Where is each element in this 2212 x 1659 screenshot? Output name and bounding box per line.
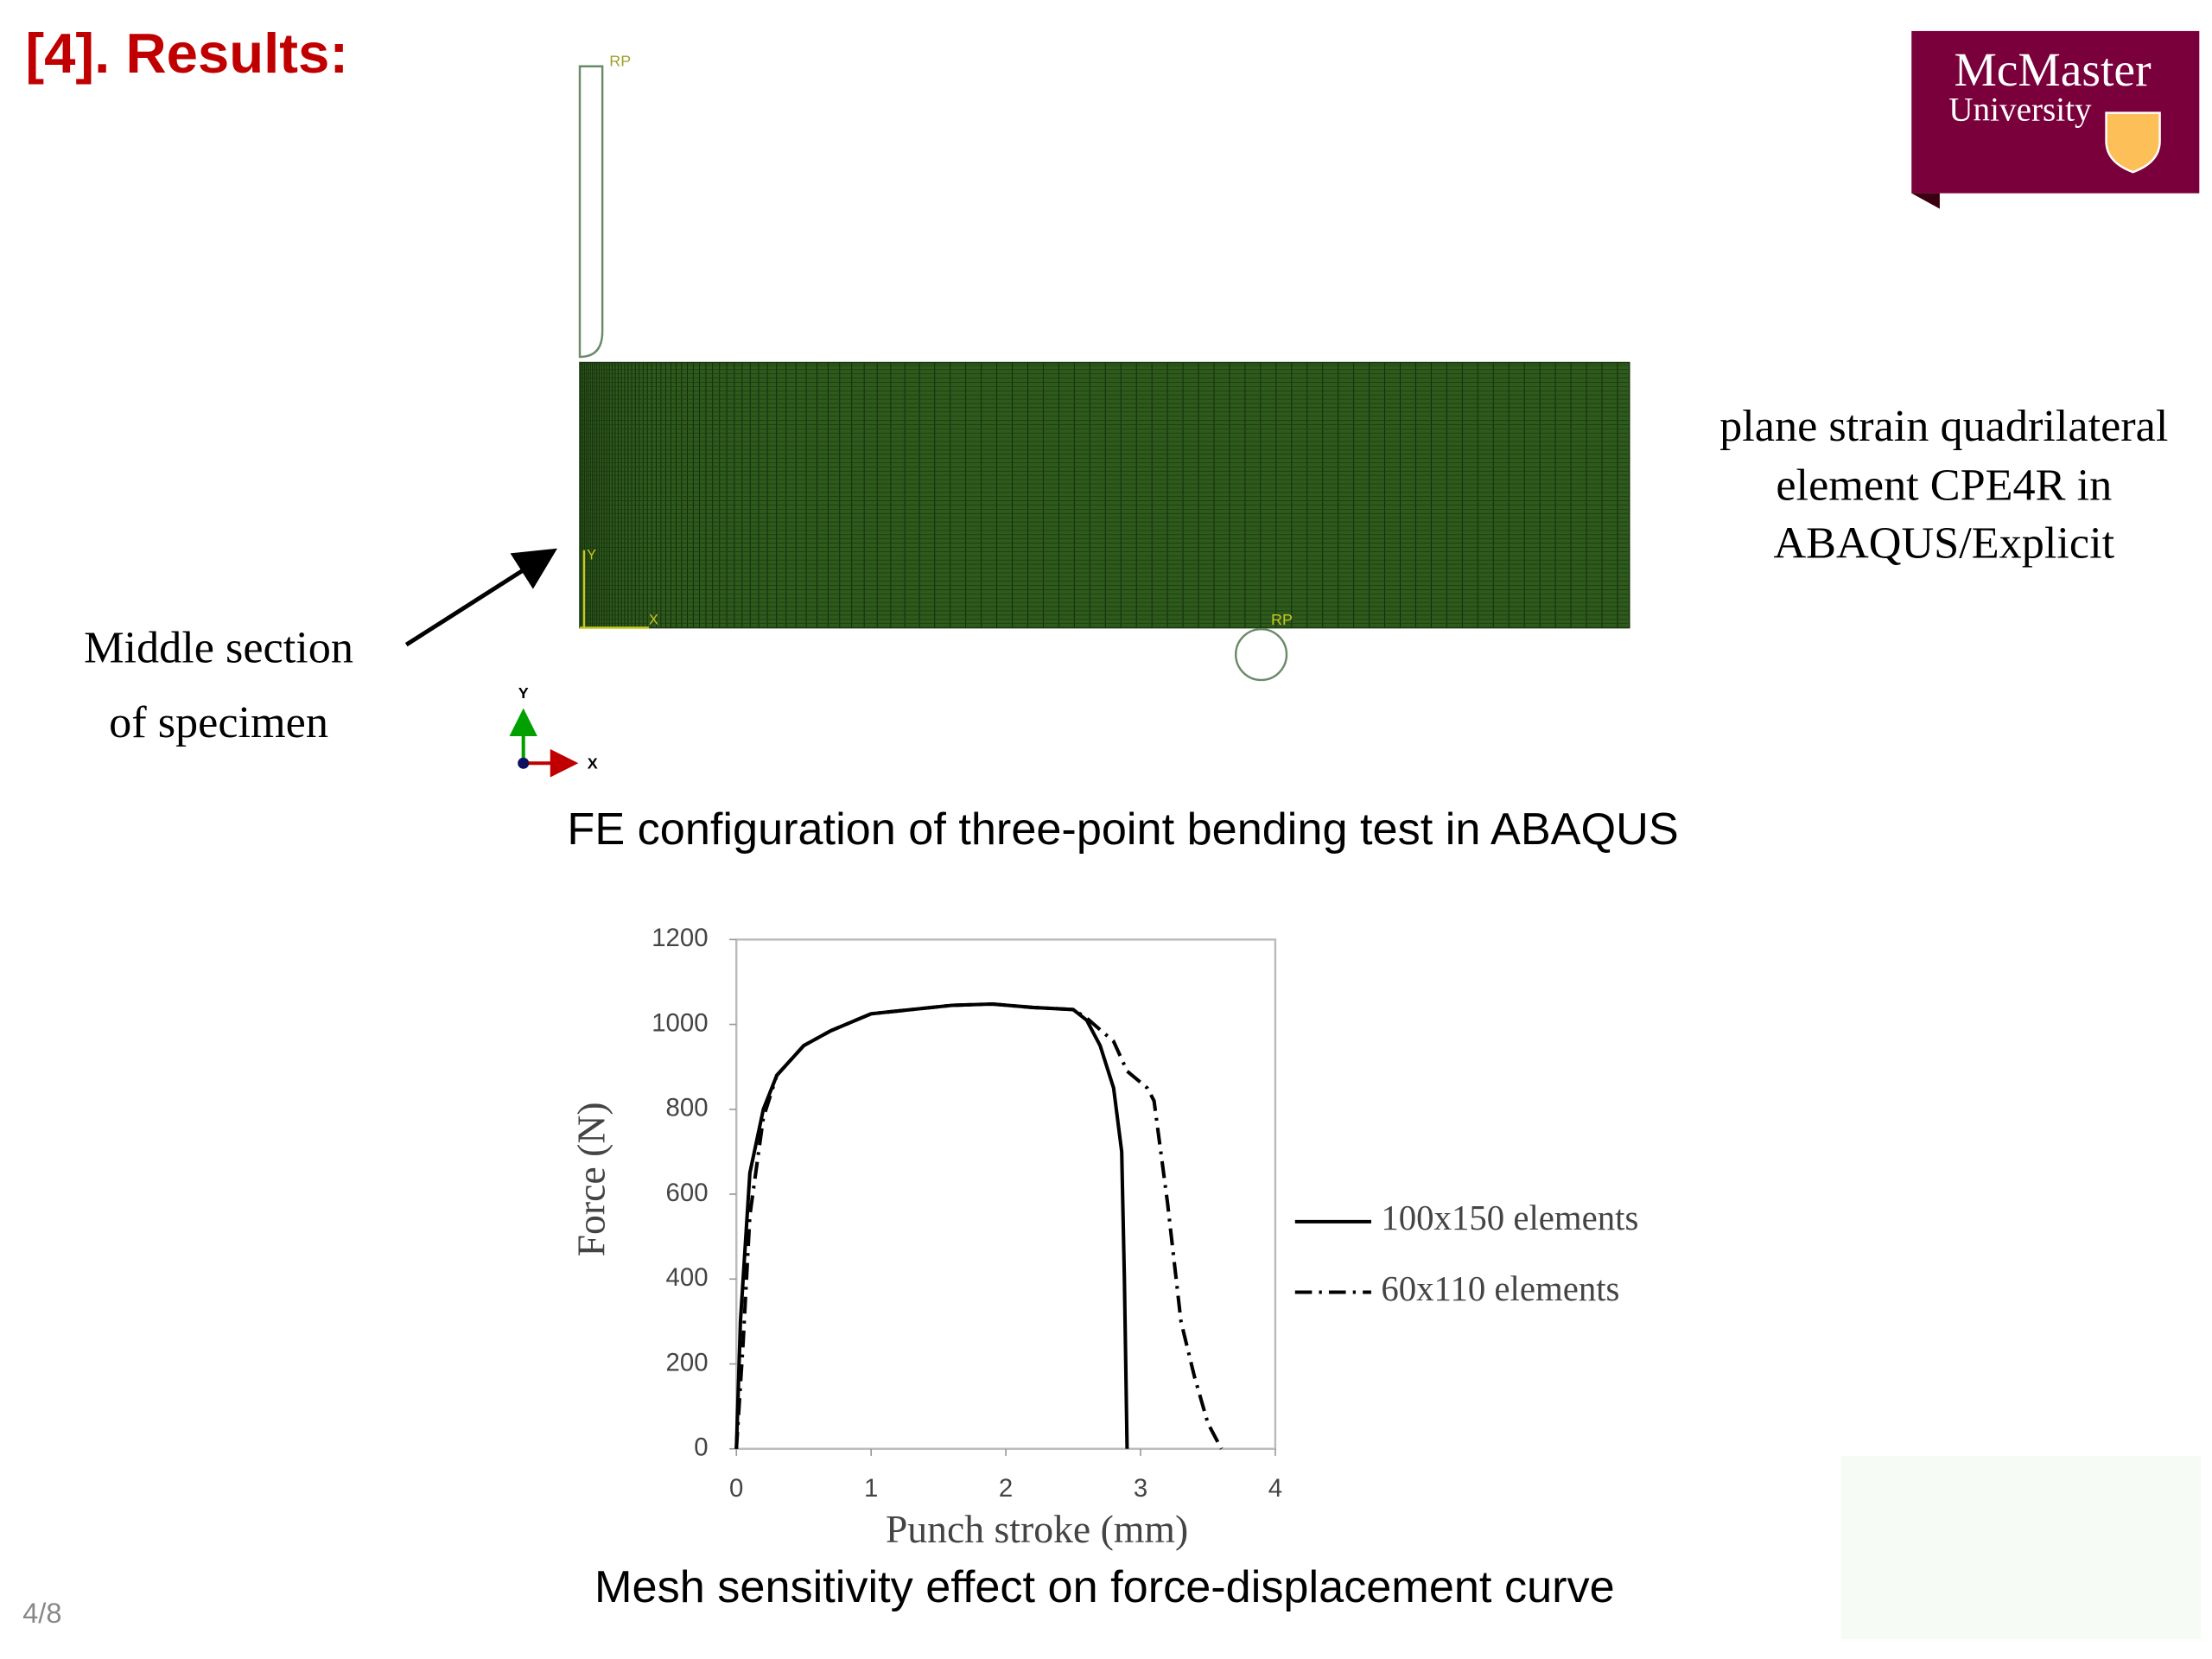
x-tick-label: 4 — [1268, 1474, 1282, 1503]
y-tick-label: 600 — [666, 1179, 709, 1207]
pointer-text: of specimen — [109, 697, 328, 747]
series-line — [734, 1001, 1224, 1450]
logo-text: McMaster — [1954, 44, 2151, 97]
support — [1234, 627, 1288, 682]
y-tick-label: 0 — [694, 1433, 708, 1462]
triad-origin — [518, 757, 530, 769]
mesh-axis-label: Y — [587, 548, 596, 563]
pointer-text: Middle section — [84, 622, 353, 672]
fe-figure: RP Y X RP Middle section of specimen pla… — [84, 53, 2168, 855]
logo-fold — [1911, 193, 1940, 209]
triad-label: Y — [518, 684, 529, 702]
x-axis-label: Punch stroke (mm) — [886, 1507, 1188, 1551]
element-text: ABAQUS/Explicit — [1773, 518, 2114, 568]
x-tick-label: 1 — [864, 1474, 878, 1503]
rp-label: RP — [1271, 611, 1293, 628]
mesh — [579, 361, 1630, 629]
y-tick-label: 1200 — [652, 924, 708, 952]
figure-caption: FE configuration of three-point bending … — [567, 804, 1678, 855]
university-logo: McMaster University — [1911, 30, 2200, 209]
element-text: plane strain quadrilateral — [1719, 401, 2168, 451]
series-line — [734, 1001, 1129, 1449]
mesh-lines — [580, 362, 1630, 628]
x-tick-label: 2 — [999, 1474, 1013, 1503]
punch — [578, 65, 604, 359]
x-tick-label: 0 — [729, 1474, 743, 1503]
pointer-arrow — [404, 548, 557, 647]
rp-label: RP — [609, 53, 631, 70]
legend-label: 100x150 elements — [1381, 1198, 1638, 1237]
logo-text: University — [1948, 92, 2092, 129]
y-tick-label: 1000 — [652, 1008, 708, 1037]
y-axis-label: Force (N) — [569, 1102, 613, 1256]
y-tick-label: 800 — [666, 1094, 709, 1122]
slide-title: [4]. Results: — [25, 22, 348, 85]
element-text: element CPE4R in — [1776, 461, 2112, 511]
page-number: 4/8 — [22, 1597, 61, 1629]
x-tick-label: 3 — [1134, 1474, 1147, 1503]
y-tick-label: 200 — [666, 1348, 709, 1376]
legend-label: 60x110 elements — [1381, 1269, 1619, 1308]
mesh-axis-label: X — [649, 613, 658, 628]
conference-logo — [1840, 1455, 2201, 1640]
chart-caption: Mesh sensitivity effect on force-displac… — [594, 1562, 1615, 1612]
chart: Punch stroke (mm) Force (N) Mesh sensiti… — [569, 924, 1638, 1612]
y-tick-label: 400 — [666, 1263, 709, 1292]
triad-label: X — [588, 755, 598, 772]
conference-box — [1840, 1455, 2201, 1640]
logo-shield — [2105, 111, 2161, 174]
